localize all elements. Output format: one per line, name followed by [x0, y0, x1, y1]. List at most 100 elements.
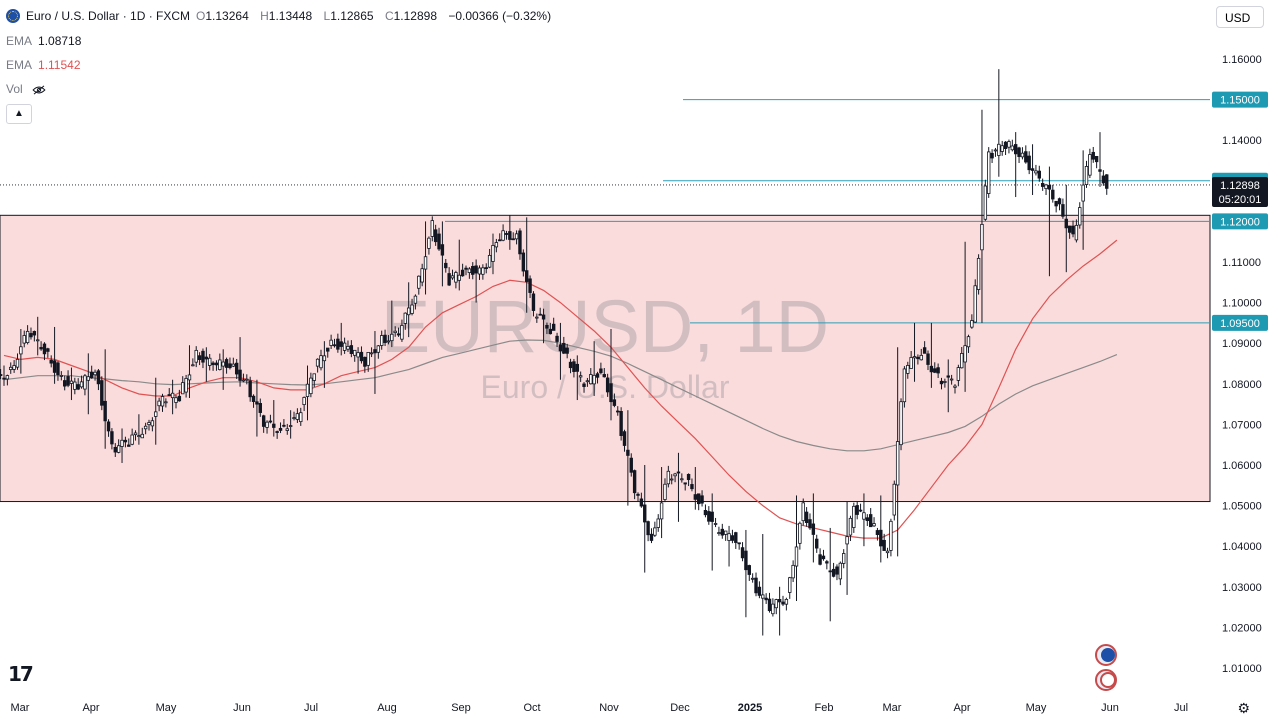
price-label-115000: 1.15000 [1220, 95, 1260, 107]
currency-flags-icon[interactable] [1095, 644, 1117, 691]
candle [427, 236, 431, 255]
candle [106, 419, 111, 437]
currency-select[interactable]: USD [1216, 6, 1264, 28]
candle [218, 353, 222, 371]
candle-body [464, 267, 468, 270]
candle-body [96, 370, 101, 385]
candle-body [868, 514, 873, 528]
candle-body [912, 356, 917, 359]
candle [764, 593, 768, 604]
candle [322, 341, 327, 388]
candle [204, 347, 209, 382]
candle [643, 465, 647, 573]
candle [1003, 141, 1008, 156]
candle [1017, 146, 1021, 163]
candle [855, 501, 859, 520]
tradingview-logo[interactable]: 17 [8, 662, 34, 686]
candle-body [39, 347, 43, 350]
candle [828, 527, 832, 622]
candlesticks[interactable] [0, 69, 1109, 636]
time-axis[interactable]: Mar Apr May Jun Jul Aug Sep Oct Nov Dec 2025 Feb Mar… [11, 702, 1189, 714]
candle-body [774, 599, 778, 609]
candle-body [555, 335, 559, 342]
candle [531, 291, 536, 317]
candle [494, 238, 499, 253]
candle-body [204, 356, 209, 360]
candle [336, 333, 340, 353]
settings-gear-icon[interactable]: ⚙ [1237, 700, 1250, 716]
candle [228, 357, 232, 370]
candle-body [572, 361, 576, 372]
candle [467, 267, 472, 279]
symbol-header[interactable]: Euro / U.S. Dollar · 1D · FXCM O1.13264 … [6, 9, 555, 23]
candle [386, 335, 391, 345]
candle-body [670, 478, 674, 481]
candle [609, 328, 613, 421]
time-tick-label: Sep [451, 702, 471, 714]
candle-body [929, 365, 934, 373]
candle-body [1003, 141, 1008, 150]
candle [150, 417, 155, 432]
candle [36, 316, 40, 356]
candle [541, 308, 546, 344]
candle [602, 368, 606, 378]
candle [865, 514, 870, 526]
price-label-112000-bg [1212, 213, 1268, 230]
price-axis[interactable]: 1.160001.150001.140001.130001.120001.110… [1222, 54, 1262, 675]
candle [933, 362, 937, 374]
candle-body [491, 245, 495, 262]
candle-body [848, 517, 853, 536]
candle-body [25, 330, 30, 343]
candle [548, 322, 553, 335]
candle-body [386, 340, 391, 343]
candle [670, 474, 674, 485]
hidden-eye-icon[interactable] [32, 85, 46, 95]
candle-body [1094, 155, 1099, 163]
candle-body [116, 445, 121, 453]
candle [420, 263, 424, 287]
candle [1054, 200, 1058, 213]
candle-body [133, 432, 138, 436]
candle [390, 300, 394, 348]
candle [831, 562, 836, 578]
candle-body [922, 347, 927, 354]
candle [309, 372, 313, 398]
candle [949, 374, 954, 385]
symbol-title[interactable]: Euro / U.S. Dollar · 1D · FXCM [26, 9, 191, 23]
candle [879, 495, 883, 563]
candle-body [1034, 170, 1038, 174]
candle-body [582, 383, 586, 387]
candle-body [875, 530, 880, 535]
candle [1044, 183, 1048, 196]
candle [0, 369, 3, 380]
time-tick-label: Aug [377, 702, 397, 714]
candle [450, 269, 455, 280]
candle [872, 517, 876, 527]
candle-body [376, 345, 381, 353]
candle [521, 249, 526, 277]
candle [916, 354, 920, 365]
collapse-legend-button[interactable]: ▲ [6, 104, 32, 124]
candle-body [218, 359, 222, 370]
candle [1081, 150, 1085, 250]
candle [285, 423, 289, 435]
candle-body [842, 553, 846, 564]
candle [781, 595, 785, 607]
candle [845, 501, 849, 595]
candle [653, 521, 657, 537]
candle [79, 375, 84, 389]
candle-body [754, 577, 758, 594]
candle-body [123, 439, 128, 443]
candle-body [191, 364, 195, 367]
price-label-115000-bg [1212, 91, 1268, 108]
price-tick-label: 1.01000 [1222, 663, 1262, 675]
ema-slow-legend[interactable]: EMA 1.08718 [6, 34, 82, 48]
candle [123, 436, 128, 448]
candle [943, 378, 947, 388]
candle-body [110, 431, 114, 445]
price-tick-label: 1.08000 [1222, 379, 1262, 391]
ema-fast-legend[interactable]: EMA 1.11542 [6, 58, 81, 72]
horizontal-lines[interactable] [0, 99, 1210, 324]
volume-legend[interactable]: Vol [6, 82, 46, 96]
